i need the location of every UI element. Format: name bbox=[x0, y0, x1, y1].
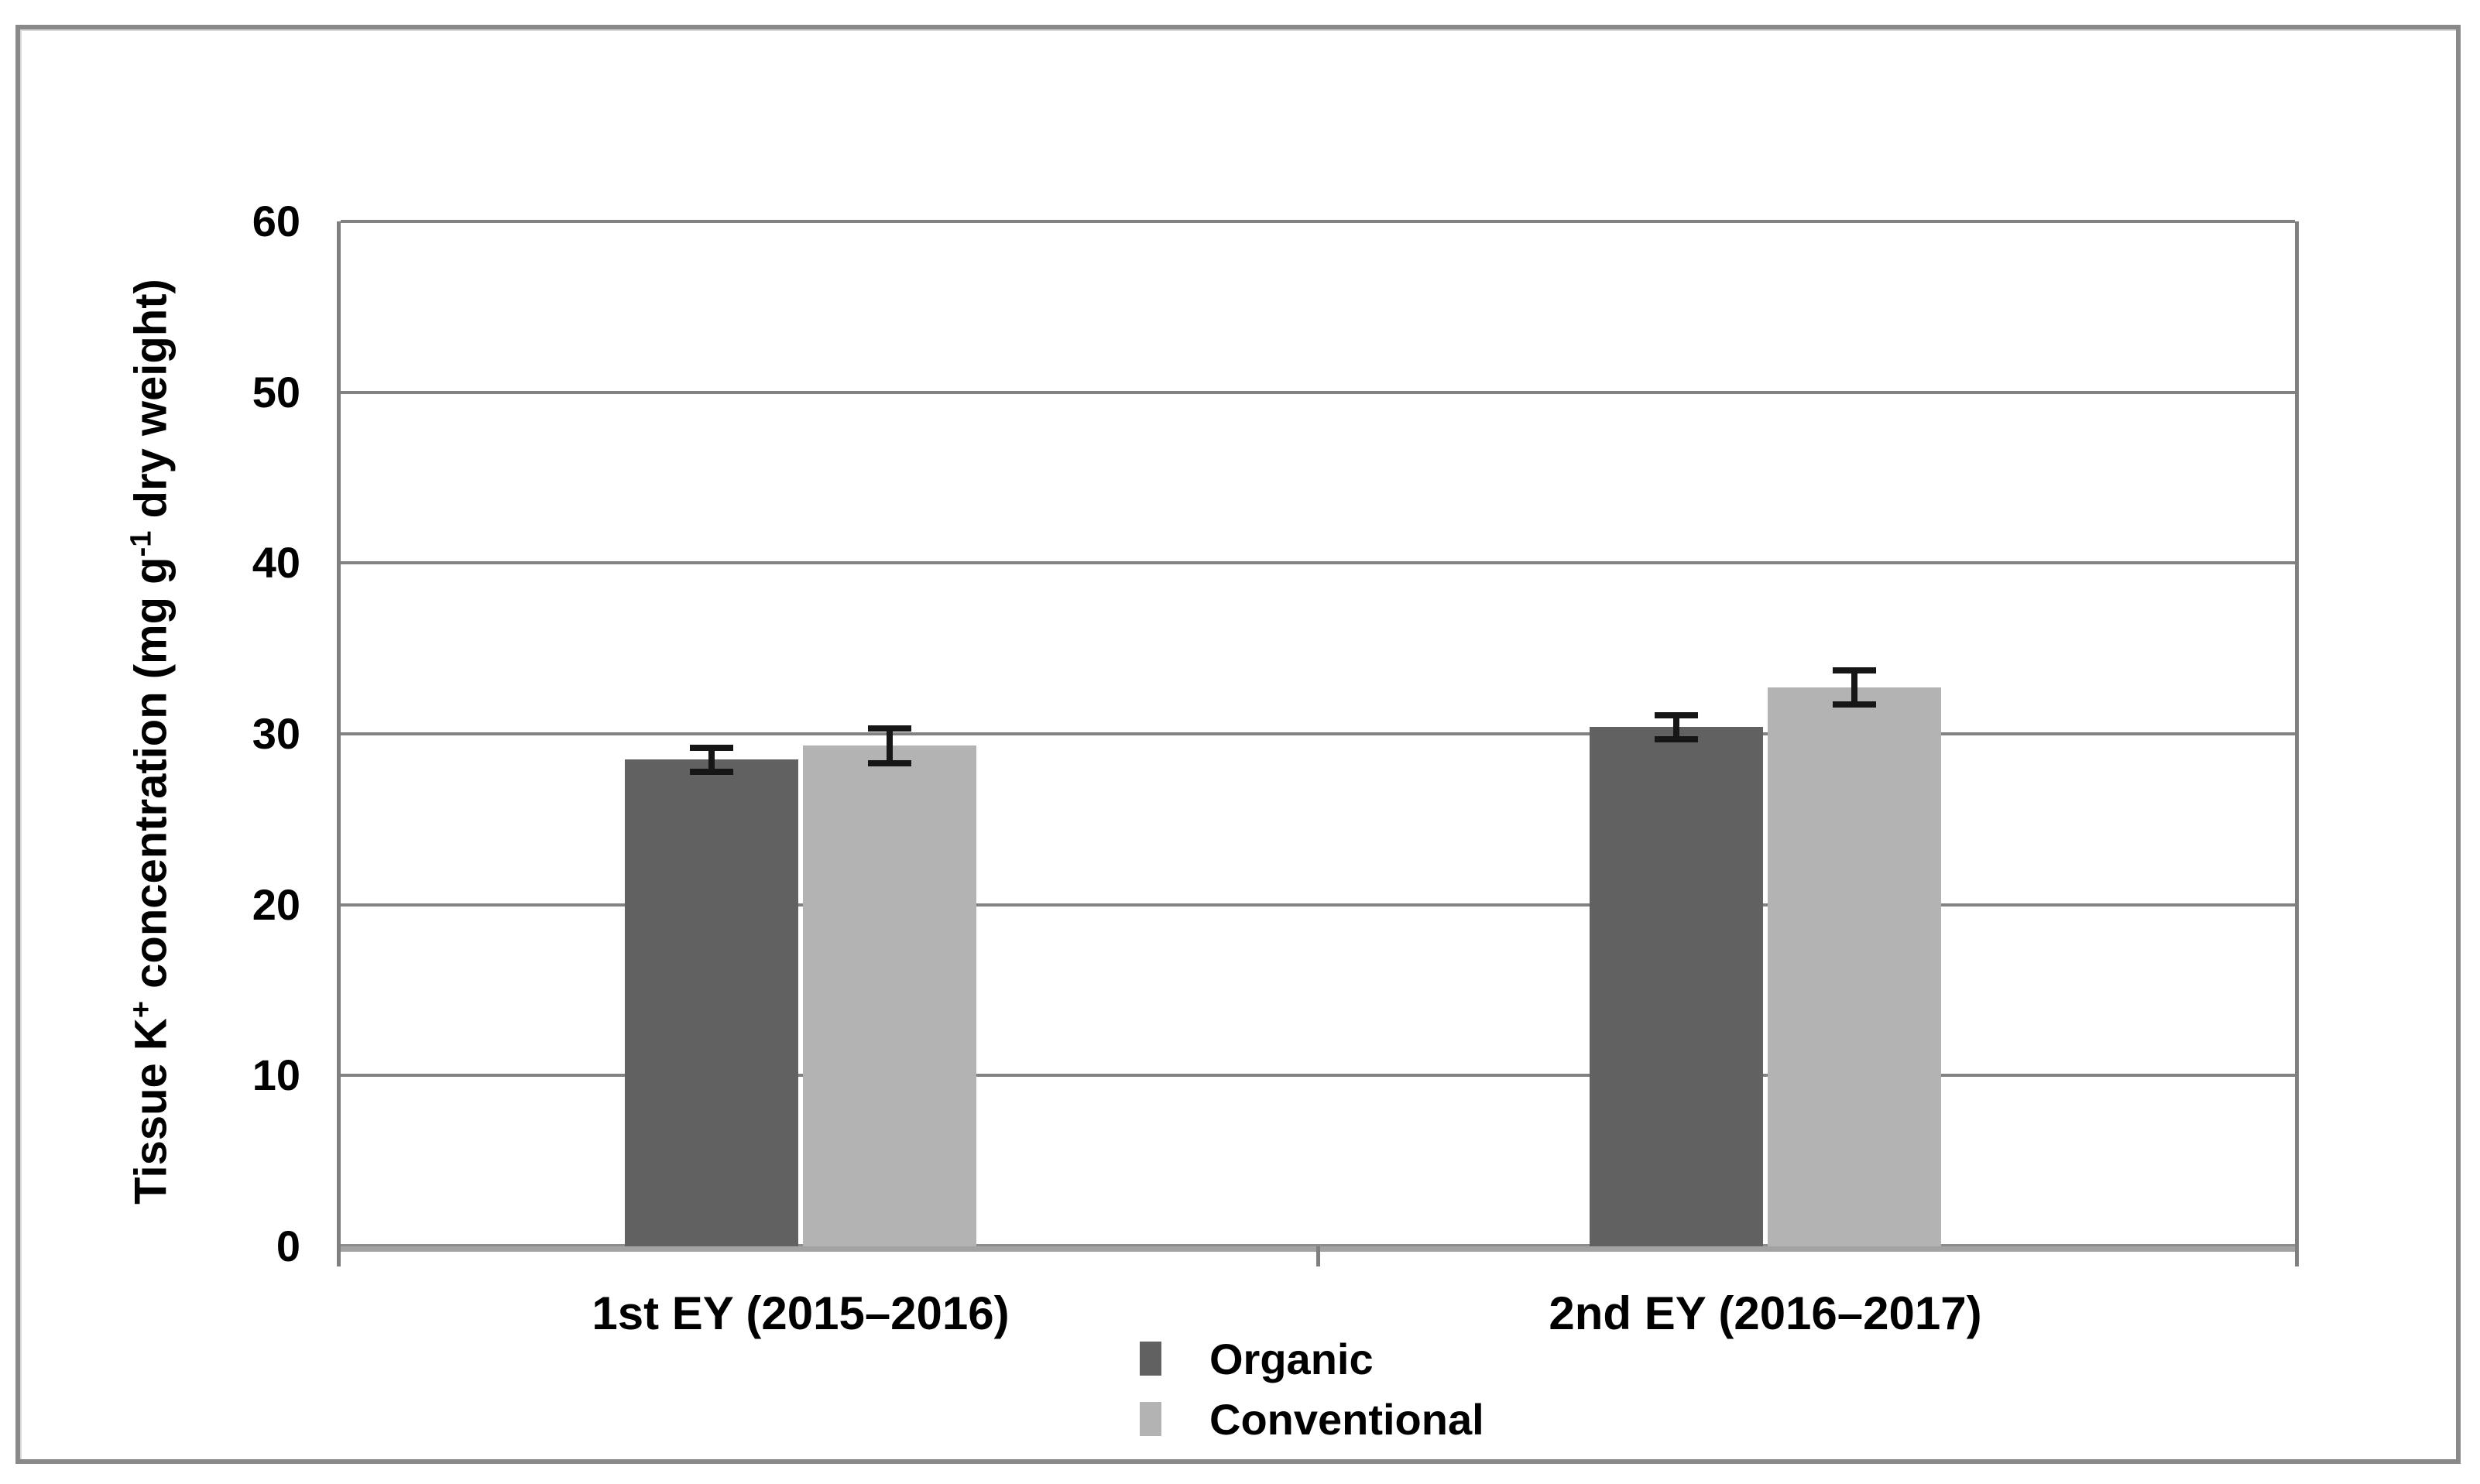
legend-swatch-organic bbox=[1140, 1342, 1161, 1376]
gridline bbox=[341, 1074, 2295, 1078]
y-tick-label: 50 bbox=[252, 367, 300, 416]
y-axis-title: Tissue K+ concentration (mg g-1 dry weig… bbox=[125, 279, 177, 1205]
legend-label: Organic bbox=[1209, 1334, 1374, 1383]
legend-item-organic: Organic bbox=[1140, 1328, 1484, 1389]
x-category-label: 2nd EY (2016–2017) bbox=[1549, 1287, 1982, 1339]
y-tick-label: 0 bbox=[276, 1222, 300, 1270]
bar-conventional bbox=[1768, 687, 1941, 1246]
gridline bbox=[341, 390, 2295, 394]
y-axis-title-sup-minus-one: -1 bbox=[125, 530, 158, 557]
figure-border bbox=[15, 25, 2461, 1464]
gridline bbox=[341, 732, 2295, 735]
y-axis-title-text: Tissue K bbox=[125, 1018, 177, 1205]
error-bar-cap bbox=[690, 768, 733, 775]
y-axis-line bbox=[337, 221, 341, 1266]
y-axis-title-text: dry weight) bbox=[125, 279, 177, 531]
y-tick-label: 60 bbox=[252, 197, 300, 245]
error-bar bbox=[708, 747, 715, 772]
error-bar bbox=[1673, 715, 1679, 739]
error-bar-cap bbox=[1833, 667, 1876, 674]
error-bar-cap bbox=[868, 759, 911, 766]
gridline bbox=[341, 903, 2295, 907]
y-axis-title-text: concentration (mg g bbox=[125, 557, 177, 1001]
error-bar-cap bbox=[1833, 701, 1876, 708]
error-bar-cap bbox=[1655, 735, 1698, 742]
error-bar-cap bbox=[868, 725, 911, 732]
error-bar bbox=[887, 728, 893, 763]
y-tick-label: 10 bbox=[252, 1050, 300, 1100]
gridline bbox=[341, 561, 2295, 565]
plot-right-border bbox=[2295, 221, 2299, 1266]
legend-item-conventional: Conventional bbox=[1140, 1389, 1484, 1449]
bar-organic bbox=[625, 759, 798, 1246]
y-tick-label: 20 bbox=[252, 879, 300, 929]
x-axis-tick bbox=[1316, 1246, 1320, 1266]
y-tick-label: 40 bbox=[252, 538, 300, 588]
y-tick-label: 30 bbox=[252, 709, 300, 758]
bar-organic bbox=[1590, 727, 1763, 1246]
gridline bbox=[341, 220, 2295, 223]
error-bar bbox=[1851, 670, 1857, 705]
legend-swatch-conventional bbox=[1140, 1402, 1161, 1436]
legend-label: Conventional bbox=[1209, 1394, 1484, 1444]
error-bar-cap bbox=[1655, 711, 1698, 718]
x-category-label: 1st EY (2015–2016) bbox=[592, 1287, 1010, 1339]
error-bar-cap bbox=[690, 744, 733, 751]
legend: Organic Conventional bbox=[1140, 1328, 1484, 1449]
y-axis-title-sup-plus: + bbox=[125, 1000, 158, 1019]
bar-conventional bbox=[803, 745, 976, 1246]
